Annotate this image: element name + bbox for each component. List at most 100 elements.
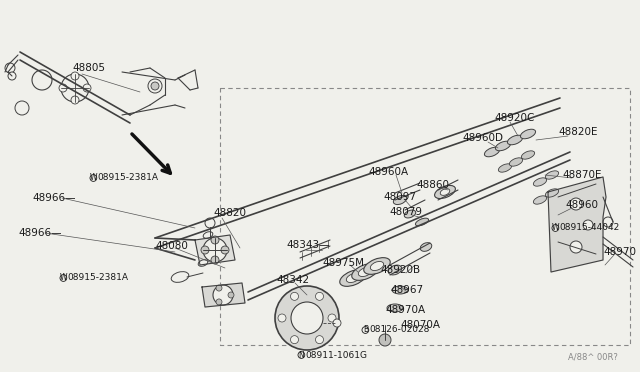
Text: 08911-1061G: 08911-1061G xyxy=(306,350,368,359)
Circle shape xyxy=(316,336,323,344)
Ellipse shape xyxy=(198,260,208,266)
Circle shape xyxy=(228,292,234,298)
Circle shape xyxy=(211,256,219,264)
Circle shape xyxy=(291,302,323,334)
Circle shape xyxy=(15,101,29,115)
Text: A/88^ 00R?: A/88^ 00R? xyxy=(568,353,618,362)
Ellipse shape xyxy=(533,178,547,186)
Text: 08915-2381A: 08915-2381A xyxy=(98,173,159,183)
Circle shape xyxy=(211,236,219,244)
Circle shape xyxy=(203,238,227,262)
Text: 48820: 48820 xyxy=(213,208,246,218)
Ellipse shape xyxy=(364,258,390,274)
Ellipse shape xyxy=(387,304,403,312)
Text: 48097: 48097 xyxy=(383,192,416,202)
Text: 48967: 48967 xyxy=(390,285,423,295)
Circle shape xyxy=(8,72,16,80)
Text: 08126-02028: 08126-02028 xyxy=(370,326,430,334)
Text: 48970A: 48970A xyxy=(385,305,425,315)
Circle shape xyxy=(278,314,286,322)
Circle shape xyxy=(328,314,336,322)
Circle shape xyxy=(216,285,222,291)
Text: N: N xyxy=(298,350,304,359)
Ellipse shape xyxy=(346,273,360,283)
Ellipse shape xyxy=(394,195,406,205)
Circle shape xyxy=(570,198,582,210)
Text: 48960D: 48960D xyxy=(462,133,503,143)
Circle shape xyxy=(291,292,298,300)
Ellipse shape xyxy=(420,243,432,251)
Ellipse shape xyxy=(435,186,456,199)
Circle shape xyxy=(32,70,52,90)
Polygon shape xyxy=(202,283,245,307)
Text: 48070A: 48070A xyxy=(400,320,440,330)
Text: 48342: 48342 xyxy=(276,275,309,285)
Text: 48966—: 48966— xyxy=(32,193,76,203)
Ellipse shape xyxy=(371,262,383,270)
Text: 48975M: 48975M xyxy=(322,258,364,268)
Text: 48079: 48079 xyxy=(389,207,422,217)
Ellipse shape xyxy=(415,218,429,226)
Circle shape xyxy=(60,275,67,281)
Circle shape xyxy=(298,352,305,358)
Circle shape xyxy=(583,220,593,230)
Text: 48870E: 48870E xyxy=(562,170,602,180)
Circle shape xyxy=(151,82,159,90)
Text: W: W xyxy=(552,224,559,232)
Text: W: W xyxy=(90,173,97,183)
Text: 48820E: 48820E xyxy=(558,127,598,137)
Text: 48805: 48805 xyxy=(72,63,105,73)
Circle shape xyxy=(205,218,215,228)
Circle shape xyxy=(90,174,97,182)
Text: B: B xyxy=(363,326,368,334)
Ellipse shape xyxy=(522,151,534,159)
Circle shape xyxy=(570,241,582,253)
Ellipse shape xyxy=(340,270,366,286)
Text: 48860: 48860 xyxy=(416,180,449,190)
Ellipse shape xyxy=(533,196,547,204)
Text: 48920B: 48920B xyxy=(380,265,420,275)
Circle shape xyxy=(275,286,339,350)
Circle shape xyxy=(552,225,559,231)
Ellipse shape xyxy=(509,158,523,166)
Text: 48966—: 48966— xyxy=(18,228,61,238)
Ellipse shape xyxy=(520,129,536,139)
Text: 48960A: 48960A xyxy=(368,167,408,177)
Text: 48960: 48960 xyxy=(565,200,598,210)
Circle shape xyxy=(291,336,298,344)
Circle shape xyxy=(83,84,91,92)
Ellipse shape xyxy=(392,286,408,294)
Polygon shape xyxy=(195,235,235,265)
Ellipse shape xyxy=(388,265,402,275)
Ellipse shape xyxy=(352,264,378,280)
Text: 08915-44042: 08915-44042 xyxy=(560,224,620,232)
Ellipse shape xyxy=(545,189,559,197)
Circle shape xyxy=(603,217,613,227)
Circle shape xyxy=(59,84,67,92)
Circle shape xyxy=(201,246,209,254)
Circle shape xyxy=(71,96,79,104)
Ellipse shape xyxy=(495,141,511,151)
Circle shape xyxy=(213,285,233,305)
Circle shape xyxy=(61,74,89,102)
Ellipse shape xyxy=(499,164,511,172)
Text: 08915-2381A: 08915-2381A xyxy=(68,273,129,282)
Text: 48343—: 48343— xyxy=(286,240,330,250)
Circle shape xyxy=(221,246,229,254)
Text: 48080: 48080 xyxy=(155,241,188,251)
Ellipse shape xyxy=(203,232,213,238)
Text: 48920C: 48920C xyxy=(494,113,534,123)
Bar xyxy=(220,88,630,345)
Ellipse shape xyxy=(508,135,523,145)
Text: W: W xyxy=(60,273,67,282)
Circle shape xyxy=(362,327,369,333)
Text: 48970: 48970 xyxy=(603,247,636,257)
Circle shape xyxy=(148,79,162,93)
Circle shape xyxy=(5,63,15,73)
Ellipse shape xyxy=(545,171,559,179)
Circle shape xyxy=(379,334,391,346)
Circle shape xyxy=(216,299,222,305)
Polygon shape xyxy=(548,177,606,272)
Circle shape xyxy=(333,319,341,327)
Ellipse shape xyxy=(440,189,450,195)
